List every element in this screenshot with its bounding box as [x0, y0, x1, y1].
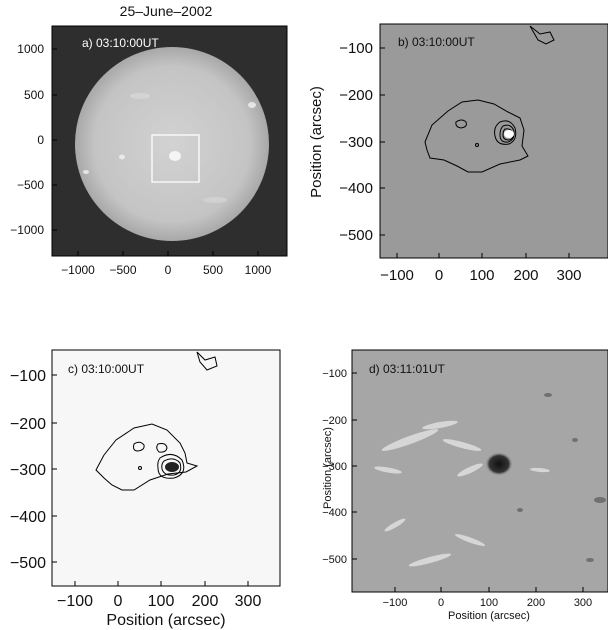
x-tick-label: −1000 — [61, 263, 95, 277]
x-tick-label: 200 — [513, 267, 538, 284]
region-of-interest-box — [151, 134, 200, 183]
x-tick-label: 300 — [574, 597, 592, 609]
y-tick-label: −400 — [10, 509, 46, 526]
x-tick-label: −500 — [109, 263, 136, 277]
panel-d-y-tick-labels: −100 −200 −300 −400 −500 — [322, 368, 347, 566]
x-tick-label: 300 — [556, 267, 581, 284]
panel-b-contours — [424, 25, 555, 173]
y-tick-label: −500 — [322, 554, 347, 566]
x-tick-label: 0 — [438, 597, 444, 609]
panel-b-y-tick-labels: −100 −200 −300 −400 −500 — [339, 40, 373, 244]
x-tick-label: 1000 — [245, 263, 272, 277]
x-tick-label: 0 — [114, 593, 123, 610]
figure-title: 25–June–2002 — [120, 3, 213, 19]
y-tick-label: −1000 — [10, 223, 44, 237]
y-tick-label: −400 — [322, 507, 347, 519]
panel-c-ticks — [52, 374, 249, 586]
panel-b-small-contour — [475, 143, 479, 147]
y-tick-label: 1000 — [17, 42, 44, 56]
y-tick-label: −100 — [10, 368, 46, 385]
y-tick-label: −300 — [322, 461, 347, 473]
x-tick-label: 100 — [480, 597, 498, 609]
panel-b-ticks — [380, 47, 570, 258]
panel-a-label: a) 03:10:00UT — [82, 36, 159, 50]
panel-d: d) 03:11:01UT −100 0 100 200 300 −100 −2… — [322, 349, 608, 622]
y-tick-label: −500 — [339, 227, 373, 244]
y-tick-label: −500 — [17, 178, 44, 192]
x-tick-label: −100 — [380, 267, 414, 284]
panel-d-x-tick-labels: −100 0 100 200 300 — [383, 597, 593, 609]
x-tick-label: 100 — [469, 267, 494, 284]
panel-c: c) 03:10:00UT −100 0 100 200 300 −100 −2… — [10, 349, 281, 629]
x-tick-label: 0 — [435, 267, 443, 284]
panel-b: b) 03:10:00UT −100 0 100 200 300 −100 −2… — [308, 23, 608, 284]
x-tick-label: 500 — [203, 263, 223, 277]
panel-d-ticks — [352, 372, 584, 592]
sunspot — [485, 452, 513, 476]
y-tick-label: 500 — [24, 88, 44, 102]
panel-b-y-axis-label: Position (arcsec) — [308, 86, 325, 198]
panel-a-x-tick-labels: −1000 −500 0 500 1000 — [61, 263, 272, 277]
y-tick-label: −200 — [10, 416, 46, 433]
x-tick-label: −100 — [383, 597, 408, 609]
panel-d-y-axis-label: Position (arcsec) — [322, 427, 334, 509]
y-tick-label: 0 — [37, 133, 44, 147]
panel-c-small-contour — [138, 466, 142, 470]
panel-a-y-tick-labels: 1000 500 0 −500 −1000 — [10, 42, 44, 237]
x-tick-label: 200 — [527, 597, 545, 609]
panel-c-contours — [95, 351, 218, 491]
panel-c-dark-core — [165, 462, 179, 472]
panel-a-ticks — [52, 48, 259, 256]
x-tick-label: 100 — [148, 593, 175, 610]
panel-d-magnetogram-features — [374, 393, 606, 567]
y-tick-label: −400 — [339, 180, 373, 197]
y-tick-label: −300 — [339, 134, 373, 151]
y-tick-label: −200 — [322, 415, 347, 427]
y-tick-label: −500 — [10, 555, 46, 572]
panel-c-y-tick-labels: −100 −200 −300 −400 −500 — [10, 368, 46, 572]
solar-disk — [75, 47, 269, 241]
panel-d-label: d) 03:11:01UT — [369, 362, 445, 376]
y-tick-label: −100 — [339, 40, 373, 57]
x-tick-label: 300 — [235, 593, 262, 610]
panel-c-x-axis-label: Position (arcsec) — [106, 612, 225, 629]
x-tick-label: 200 — [192, 593, 219, 610]
panel-a: a) 03:10:00UT −1000 −500 0 500 1000 1000… — [10, 25, 288, 277]
x-tick-label: 0 — [165, 263, 172, 277]
panel-c-label: c) 03:10:00UT — [68, 362, 145, 376]
panel-b-label: b) 03:10:00UT — [398, 35, 475, 49]
y-tick-label: −200 — [339, 87, 373, 104]
panel-b-x-tick-labels: −100 0 100 200 300 — [380, 267, 581, 284]
panel-d-x-axis-label: Position (arcsec) — [448, 610, 530, 622]
y-tick-label: −300 — [10, 462, 46, 479]
disk-brightenings — [83, 93, 256, 203]
y-tick-label: −100 — [322, 368, 347, 380]
x-tick-label: −100 — [57, 593, 93, 610]
panel-b-image — [379, 23, 608, 259]
panel-b-bright-core — [504, 130, 514, 138]
panel-c-x-tick-labels: −100 0 100 200 300 — [57, 593, 261, 610]
